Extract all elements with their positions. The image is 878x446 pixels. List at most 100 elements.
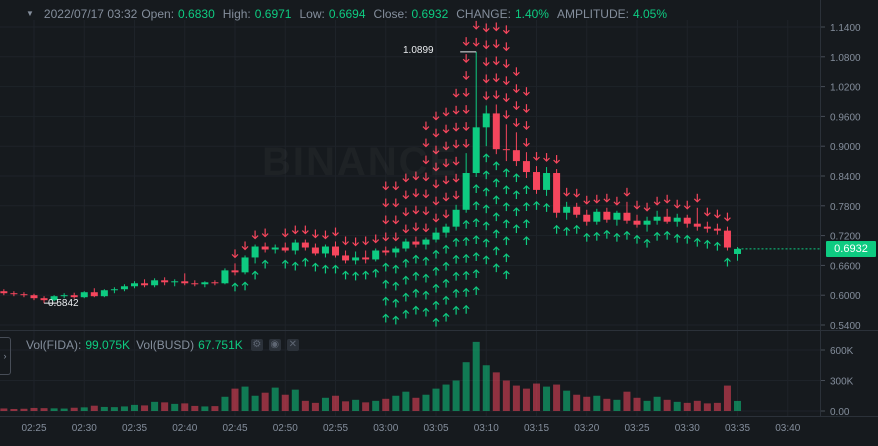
buy-signal-arrow (382, 279, 390, 289)
volume-bar (502, 380, 510, 411)
signal-arrows (231, 20, 731, 327)
buy-signal-arrow (382, 313, 390, 323)
sell-signal-arrow (422, 206, 430, 216)
buy-signal-arrow (563, 226, 571, 236)
time-tick-label: 03:15 (524, 423, 549, 434)
change-value: 1.40% (514, 7, 549, 21)
sell-signal-arrow (392, 232, 400, 242)
volume-bar (372, 400, 380, 411)
sell-signal-arrow (533, 152, 540, 161)
candle (131, 281, 138, 289)
buy-signal-arrow (502, 236, 510, 246)
sell-signal-arrow (402, 173, 410, 183)
buy-signal-arrow (422, 290, 430, 300)
buy-signal-arrow (432, 249, 440, 259)
vol-fida-label: Vol(FIDA): (26, 338, 82, 352)
volume-bar (402, 391, 410, 411)
candle (0, 289, 8, 296)
time-tick-label: 02:25 (21, 423, 46, 434)
buy-signal-arrow (392, 281, 400, 291)
sell-signal-arrow (523, 121, 530, 131)
candle (502, 124, 510, 162)
sell-signal-arrow (462, 139, 470, 149)
buy-signal-arrow (362, 270, 370, 280)
volume-bar (20, 408, 28, 411)
candle (251, 244, 259, 264)
candle (181, 273, 189, 286)
eye-icon[interactable]: ◉ (268, 339, 281, 351)
buy-signal-arrow (452, 288, 460, 298)
buy-signal-arrow (512, 224, 520, 234)
candle (171, 279, 179, 287)
sell-signal-arrow (462, 88, 470, 98)
buy-signal-arrow (382, 262, 390, 272)
sell-signal-arrow (703, 207, 711, 217)
candle (120, 284, 128, 292)
volume-bar (191, 405, 199, 411)
sell-signal-arrow (432, 179, 440, 189)
volume-bar (482, 365, 490, 411)
volume-bar (703, 403, 711, 411)
candle (60, 293, 68, 299)
sell-signal-arrow (523, 104, 530, 114)
candle (201, 281, 209, 288)
candle (543, 167, 551, 196)
sell-signal-arrow (422, 155, 430, 165)
candle (392, 246, 400, 258)
price-tick-label: 1.0800 (830, 53, 861, 64)
candle (141, 279, 149, 288)
buy-signal-arrow (603, 229, 611, 239)
close-icon[interactable]: ✕ (286, 339, 299, 351)
buy-signal-arrow (543, 203, 550, 212)
sell-signal-arrow (583, 195, 591, 205)
candle (442, 223, 450, 238)
gear-icon[interactable]: ⚙ (250, 339, 263, 351)
buy-signal-arrow (412, 288, 420, 298)
volume-bar (382, 398, 390, 411)
sell-signal-arrow (432, 128, 440, 138)
volume-bar (492, 372, 500, 411)
buy-signal-arrow (523, 219, 530, 228)
volume-tick-label: 0.00 (830, 407, 850, 418)
sell-signal-arrow (462, 54, 470, 64)
sell-signal-arrow (382, 198, 390, 208)
chevron-right-icon[interactable]: › (0, 337, 11, 375)
candle (643, 216, 651, 232)
sell-signal-arrow (432, 145, 440, 155)
buy-signal-arrow (653, 231, 661, 241)
volume-tick-label: 300K (830, 377, 854, 388)
sell-signal-arrow (724, 212, 731, 222)
sell-signal-arrow (603, 193, 611, 203)
price-tick-label: 0.6600 (830, 261, 861, 272)
buy-signal-arrow (322, 264, 329, 274)
volume-bar (221, 396, 229, 411)
sell-signal-arrow (713, 209, 721, 219)
candle (653, 210, 661, 225)
buy-signal-arrow (492, 246, 500, 256)
volume-bar (151, 401, 159, 411)
buy-signal-arrow (703, 239, 711, 249)
buy-signal-arrow (422, 307, 430, 317)
buy-signal-arrow (392, 264, 400, 274)
buy-signal-arrow (502, 253, 510, 263)
sell-signal-arrow (502, 25, 510, 35)
candle (432, 227, 440, 243)
candle (332, 241, 339, 258)
volume-bar (261, 392, 269, 411)
candle (492, 104, 500, 155)
sell-signal-arrow (452, 156, 460, 166)
sell-signal-arrow (291, 225, 299, 235)
chevron-down-icon[interactable]: ▼ (26, 9, 34, 18)
buy-signal-arrow (583, 232, 591, 242)
sell-signal-arrow (432, 196, 440, 206)
volume-bar (120, 406, 128, 411)
volume-bar (563, 390, 571, 411)
sell-signal-arrow (482, 91, 490, 101)
buy-signal-arrow (442, 261, 450, 271)
sell-signal-arrow (442, 209, 450, 219)
volume-bar (734, 400, 741, 411)
buy-signal-arrow (452, 305, 460, 315)
buy-signal-arrow (432, 283, 440, 293)
